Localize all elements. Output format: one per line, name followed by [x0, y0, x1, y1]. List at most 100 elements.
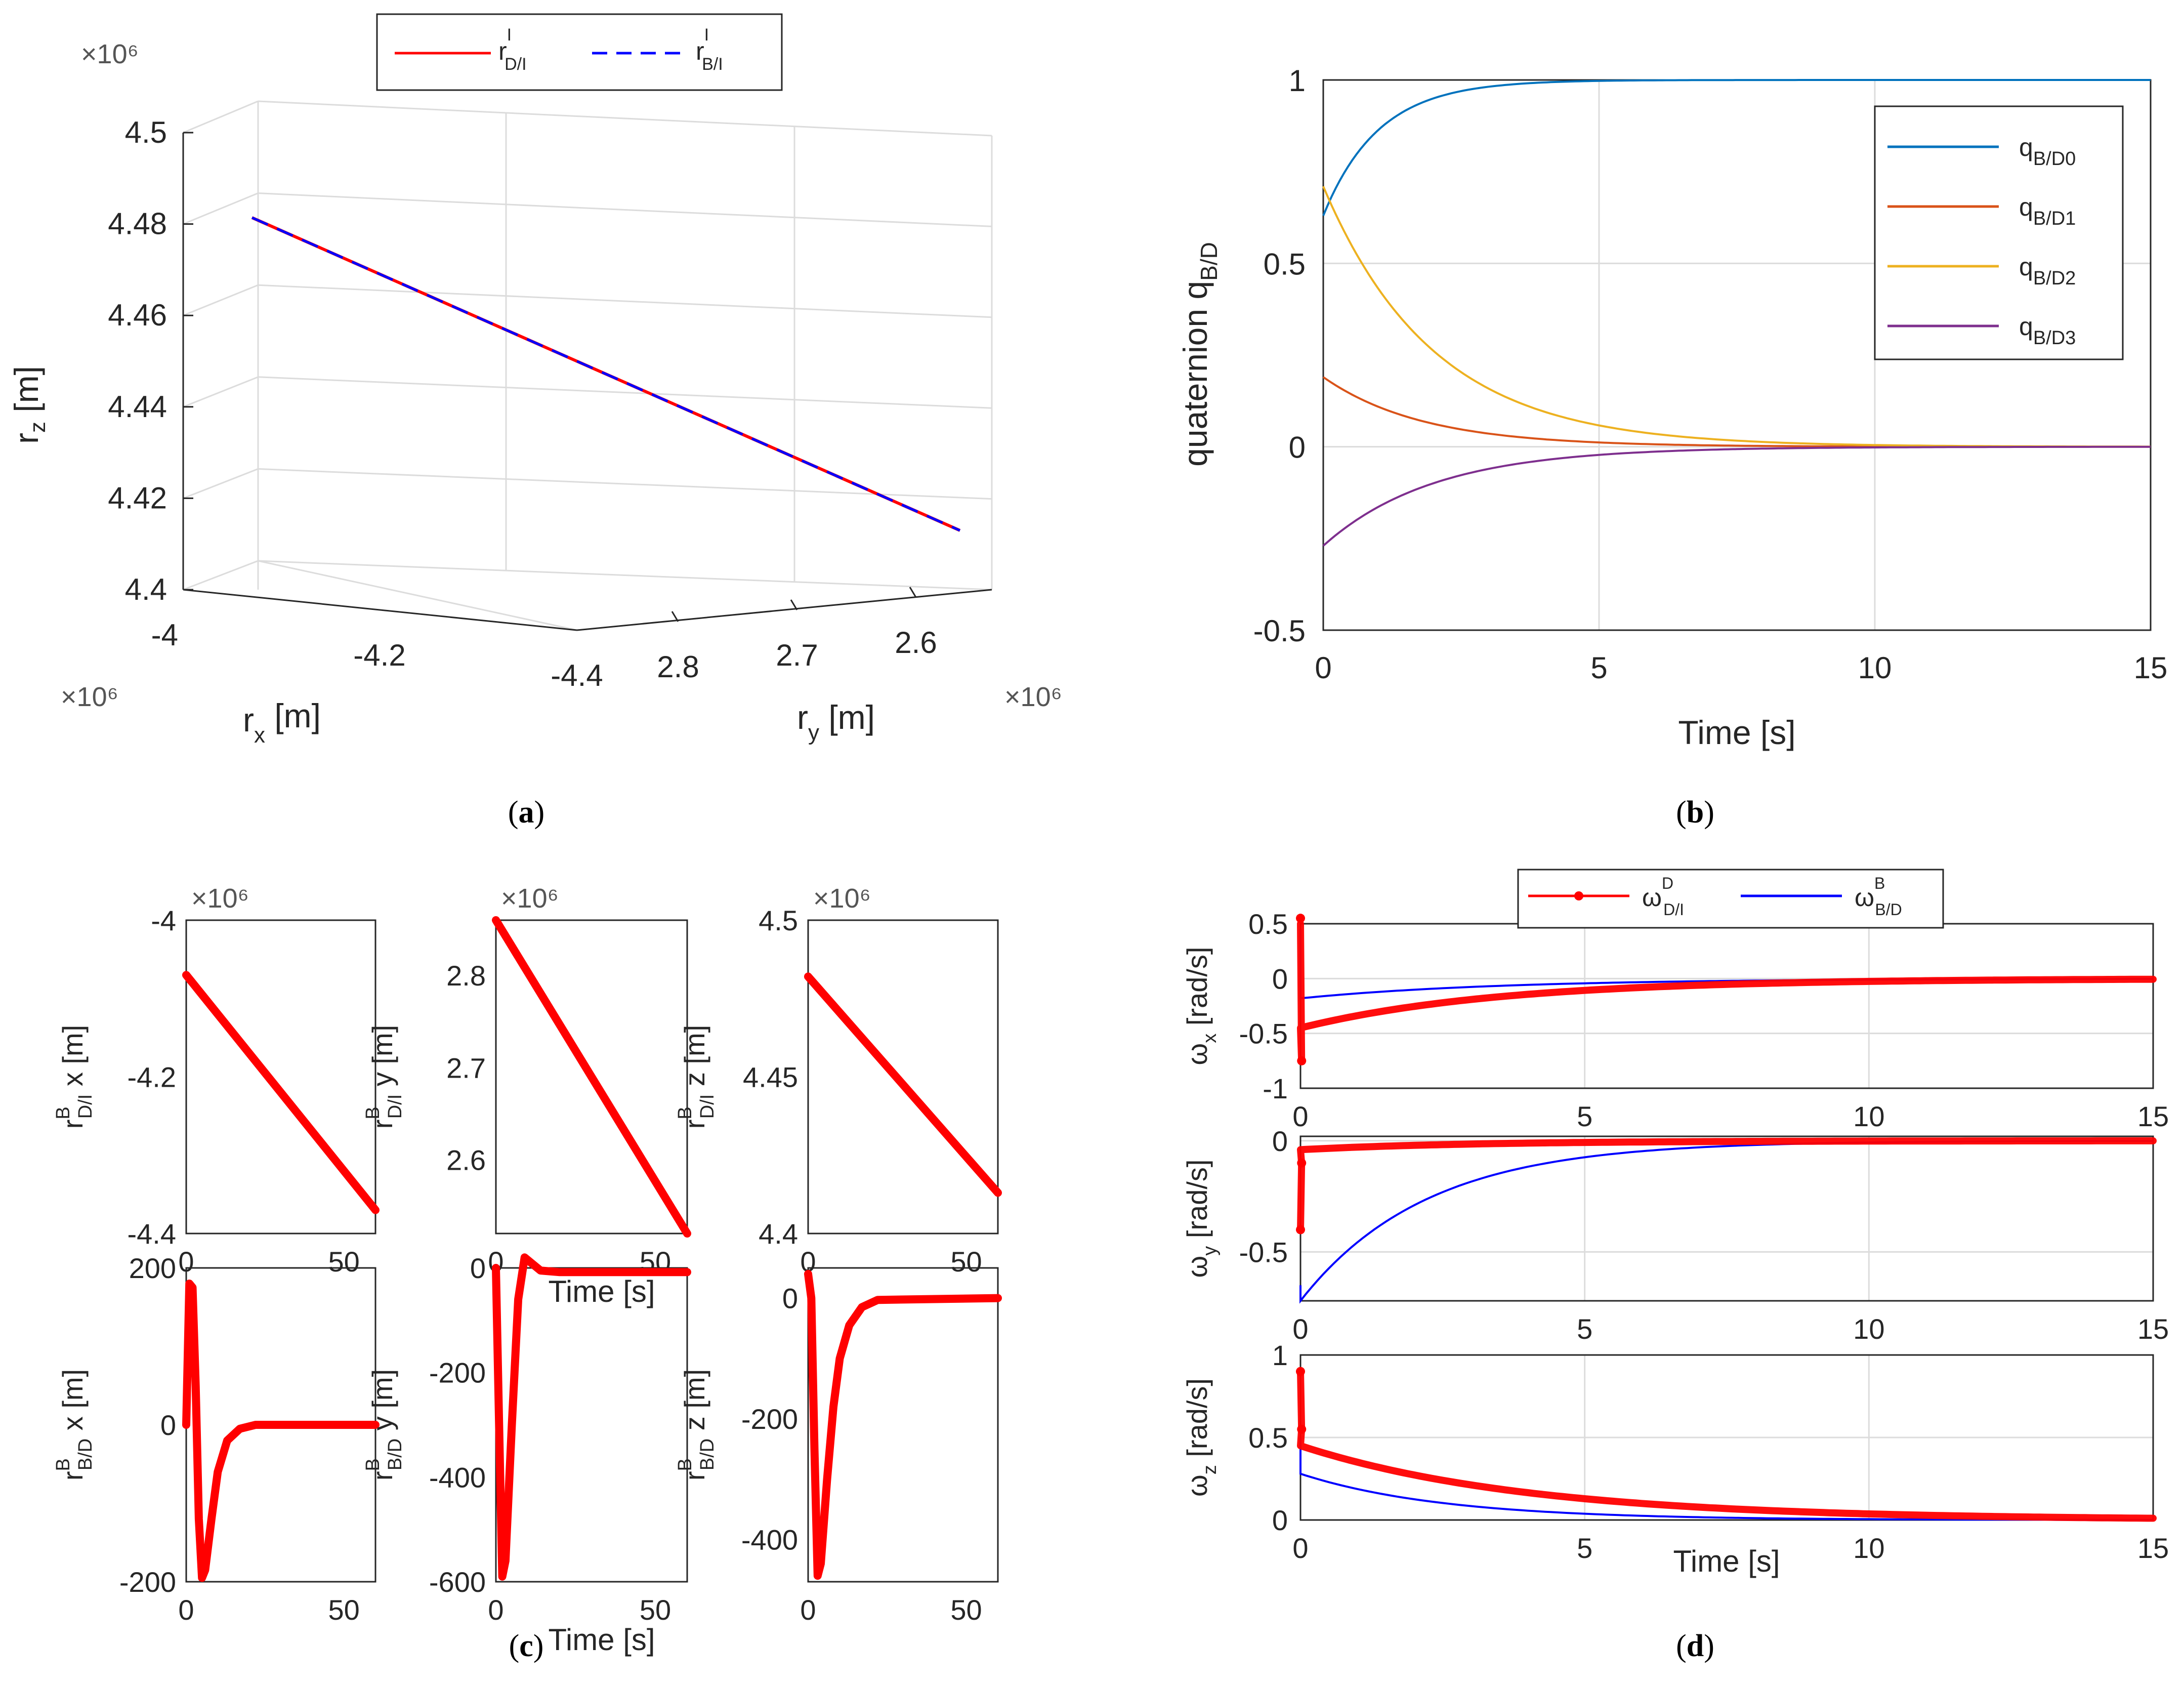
y-tick-label: -400: [741, 1524, 798, 1556]
y-label-unit: [m]: [819, 698, 875, 736]
y-tick-label: -200: [429, 1357, 486, 1389]
y-label-sup: B: [675, 1458, 696, 1471]
y-label-main: r: [679, 1120, 710, 1129]
y-axis-label: rBB/D x [m]: [53, 1369, 96, 1481]
series-line-r-BI: [251, 216, 961, 532]
y-label-main: r: [366, 1120, 398, 1129]
series-line-omega-DI: [1297, 1368, 2157, 1522]
y-axis-label: ωz [rad/s]: [1181, 1378, 1221, 1497]
x-tick-label: 0: [488, 1594, 503, 1626]
caption-letter: b: [1687, 795, 1704, 830]
y-label-var: x [m]: [57, 1025, 89, 1094]
legend-box: [1517, 869, 1944, 929]
subplot-d-3: 0 5 10 15 1 0.5 0 ωz [rad/s]: [1181, 1339, 2169, 1564]
x-tick-label: 50: [328, 1246, 360, 1278]
y-label-unit: [rad/s]: [1181, 1378, 1213, 1465]
y-label-main: ω: [1181, 1474, 1213, 1497]
caption-paren: ): [1704, 795, 1714, 830]
legend-name: ω: [1642, 883, 1662, 912]
z-tick-label: 4.46: [108, 298, 167, 332]
subplot-d-1: 0 5 10 15 0.5 0 -0.5 -1 ωx [rad/s]: [1181, 908, 2169, 1132]
x-tick-label: 15: [2137, 1313, 2169, 1345]
z-label-sub: z: [25, 422, 50, 433]
y-label-sub: B/D: [75, 1439, 96, 1470]
y-label-var: y [m]: [366, 1369, 398, 1439]
z-tick-label: 4.5: [125, 115, 167, 149]
x-tick-label: 50: [950, 1246, 982, 1278]
x-axis-label: Time [s]: [548, 1275, 655, 1308]
legend-sub: D/I: [505, 55, 526, 74]
y-multiplier: ×10⁶: [1004, 682, 1062, 712]
legend-marker: [1574, 891, 1583, 900]
x-tick-label: 5: [1577, 1313, 1592, 1345]
x-tick-label: 10: [1853, 1313, 1884, 1345]
caption-paren: (: [509, 1629, 520, 1663]
series-line-B/D1: [1322, 376, 2151, 448]
legend-name: q: [2019, 193, 2033, 221]
grid-line: [258, 468, 992, 500]
x-tick-label: 0: [800, 1594, 816, 1626]
y-label-var: z [m]: [679, 1369, 710, 1439]
y-axis-label: quaternion qB/D: [1177, 242, 1222, 467]
z-axis-label: rz [m]: [8, 366, 50, 444]
z-tick-label: 4.44: [108, 390, 167, 424]
y-label-main: ω: [1181, 1043, 1213, 1065]
grid-line: [183, 192, 259, 225]
x-tick-label: 5: [1590, 651, 1607, 685]
y-label-main: r: [366, 1471, 398, 1481]
caption-paren: (: [1676, 1629, 1687, 1663]
x-label-sub: x: [254, 723, 265, 748]
caption-paren: ): [534, 795, 545, 830]
y-tick-mark: [909, 587, 917, 598]
legend-label: rI B/I: [696, 25, 723, 74]
plot-frame: [807, 919, 999, 1235]
legend-label: qB/D1: [2019, 193, 2076, 229]
y-tick-label: 0: [1272, 963, 1288, 995]
legend-label: ωB B/D: [1855, 874, 1902, 919]
x-axis-label: Time [s]: [548, 1623, 655, 1657]
y-label-sup: B: [362, 1458, 384, 1471]
y-axis-label: rBD/I y [m]: [362, 1025, 406, 1129]
y-tick-label: -200: [119, 1566, 176, 1598]
y-tick-label: 2.7: [776, 638, 818, 672]
y-tick-label: 0: [1272, 1504, 1288, 1536]
x-label-unit: [m]: [265, 697, 321, 734]
grid-line: [183, 468, 259, 499]
legend-name: q: [2019, 312, 2033, 341]
subplot-c-5: 0 50 0 -200 -400 -600 Time [s] rBB/D y [m]: [362, 1252, 691, 1657]
series-line: [182, 971, 380, 1214]
y-tick-label: 0.5: [1264, 247, 1306, 281]
x-tick-label: 50: [950, 1594, 982, 1626]
y-tick-label: 0: [1289, 431, 1306, 465]
y-label-main: r: [57, 1120, 89, 1129]
y-tick-label: -1: [1263, 1073, 1288, 1104]
legend-sub: B/D0: [2033, 148, 2076, 170]
x-tick-label: 10: [1853, 1532, 1884, 1564]
y-tick-mark: [790, 599, 798, 610]
y-tick-label: -200: [741, 1403, 798, 1435]
y-label-main: ω: [1181, 1256, 1213, 1278]
grid-line: [258, 192, 992, 227]
y-tick-label: 0: [160, 1409, 176, 1441]
z-tick-label: 4.4: [125, 572, 167, 606]
y-tick-label: 0: [470, 1252, 486, 1284]
y-label-main: r: [797, 698, 808, 736]
series-line-B/D0: [1322, 79, 2151, 216]
y-axis-label: rBD/I x [m]: [53, 1025, 96, 1129]
x-axis-line: [183, 589, 577, 631]
y-tick-label: 0.5: [1248, 1422, 1288, 1454]
z-label-main: r: [8, 433, 45, 444]
x-tick-label: 5: [1577, 1532, 1592, 1564]
caption-paren: ): [1704, 1629, 1714, 1663]
series-line: [492, 916, 691, 1238]
legend-box: [1874, 105, 2124, 360]
caption-c: (c): [509, 1629, 544, 1663]
legend-sup: I: [507, 25, 512, 45]
panel-a-3d-trajectory: 4.5 4.48 4.46 4.44 4.42 4.4 -4 -4.2 -4.4 2.8 2.7 2.…: [8, 13, 1062, 830]
marker-point: [1297, 1424, 1307, 1434]
y-label-sub: D/I: [697, 1094, 718, 1119]
y-axis-label: ωy [rad/s]: [1181, 1160, 1221, 1278]
x-tick-label: 0: [178, 1594, 194, 1626]
